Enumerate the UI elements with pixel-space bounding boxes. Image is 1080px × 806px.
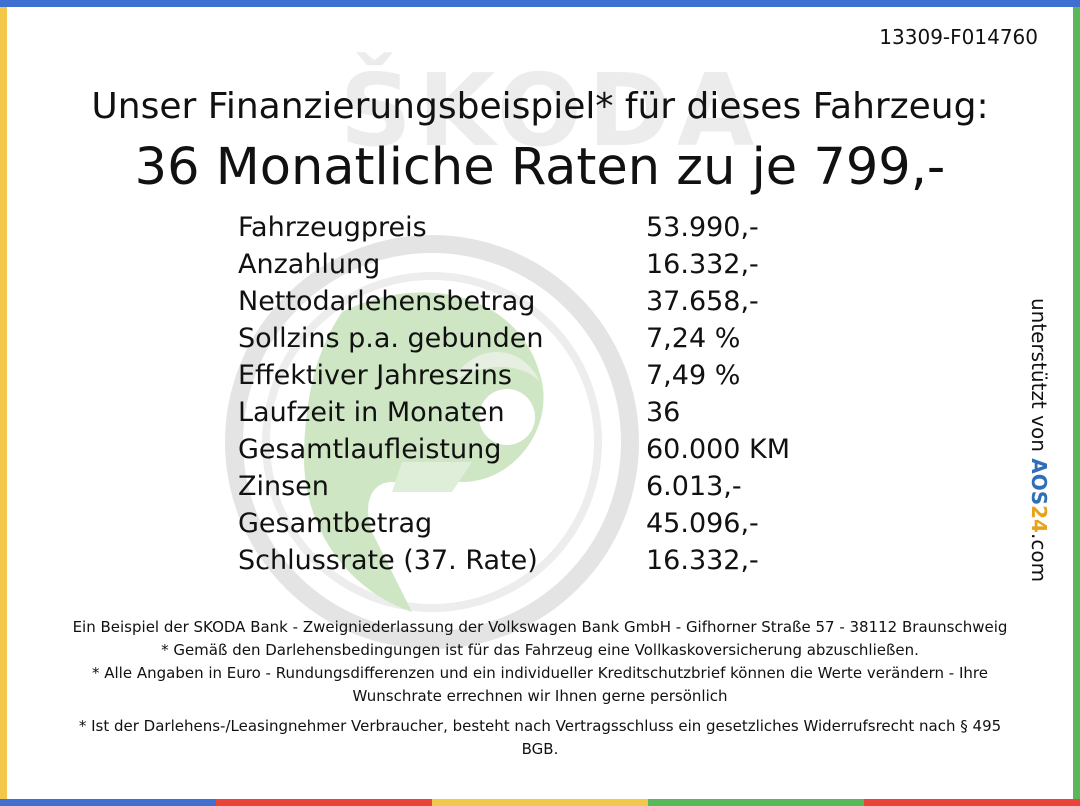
- aos24-brand-part2: 24: [1027, 505, 1051, 533]
- currency-note: * Alle Angaben in Euro - Rundungsdiffere…: [91, 664, 988, 705]
- detail-label: Fahrzeugpreis: [238, 212, 427, 243]
- detail-value: 45.096,-: [646, 508, 759, 539]
- frame-top-bar: [0, 0, 1080, 7]
- aos24-brand-part1: AOS: [1027, 458, 1051, 506]
- side-credit-text: unterstützt von AOS24.com: [1025, 290, 1053, 590]
- detail-row: Fahrzeugpreis 53.990,-: [238, 209, 896, 246]
- detail-value: 16.332,-: [646, 249, 759, 280]
- detail-value: 37.658,-: [646, 286, 759, 317]
- detail-label: Gesamtlaufleistung: [238, 434, 502, 465]
- detail-label: Gesamtbetrag: [238, 508, 433, 539]
- frame-bottom-bar: [0, 799, 1080, 806]
- detail-label: Sollzins p.a. gebunden: [238, 323, 544, 354]
- detail-row: Gesamtlaufleistung 60.000 KM: [238, 431, 896, 468]
- insurance-note: * Gemäß den Darlehensbedingungen ist für…: [161, 641, 919, 659]
- detail-label: Zinsen: [238, 471, 329, 502]
- detail-label: Nettodarlehensbetrag: [238, 286, 536, 317]
- legal-footer: Ein Beispiel der SKODA Bank - Zweigniede…: [60, 616, 1020, 761]
- side-credit-prefix: unterstützt von: [1027, 297, 1051, 452]
- monthly-rate-headline: 36 Monatliche Raten zu je 799,-: [134, 138, 946, 197]
- detail-value: 53.990,-: [646, 212, 759, 243]
- detail-label: Effektiver Jahreszins: [238, 360, 512, 391]
- detail-row: Schlussrate (37. Rate) 16.332,-: [238, 542, 896, 579]
- detail-label: Laufzeit in Monaten: [238, 397, 505, 428]
- detail-value: 7,24 %: [646, 323, 741, 354]
- aos24-suffix: .com: [1027, 532, 1051, 583]
- financing-details-table: Fahrzeugpreis 53.990,- Anzahlung 16.332,…: [238, 209, 896, 579]
- withdrawal-note: * Ist der Darlehens-/Leasingnehmer Verbr…: [78, 717, 1002, 758]
- detail-value: 36: [646, 397, 681, 428]
- aos24-brand: AOS24: [1027, 458, 1051, 533]
- bank-disclaimer: Ein Beispiel der SKODA Bank - Zweigniede…: [72, 618, 1008, 636]
- frame-left-bar: [0, 7, 7, 799]
- detail-label: Schlussrate (37. Rate): [238, 545, 538, 576]
- detail-row: Nettodarlehensbetrag 37.658,-: [238, 283, 896, 320]
- detail-row: Zinsen 6.013,-: [238, 468, 896, 505]
- detail-row: Gesamtbetrag 45.096,-: [238, 505, 896, 542]
- page-headline: Unser Finanzierungsbeispiel* für dieses …: [91, 86, 989, 127]
- detail-value: 60.000 KM: [646, 434, 791, 465]
- skoda-logo-watermark-icon: [225, 235, 639, 649]
- detail-value: 7,49 %: [646, 360, 741, 391]
- detail-row: Effektiver Jahreszins 7,49 %: [238, 357, 896, 394]
- detail-row: Sollzins p.a. gebunden 7,24 %: [238, 320, 896, 357]
- detail-row: Laufzeit in Monaten 36: [238, 394, 896, 431]
- reference-code: 13309-F014760: [879, 25, 1038, 49]
- skoda-watermark-text: ŠKODA: [339, 52, 761, 169]
- detail-row: Anzahlung 16.332,-: [238, 246, 896, 283]
- detail-value: 6.013,-: [646, 471, 742, 502]
- detail-value: 16.332,-: [646, 545, 759, 576]
- detail-label: Anzahlung: [238, 249, 381, 280]
- frame-right-bar: [1073, 7, 1080, 799]
